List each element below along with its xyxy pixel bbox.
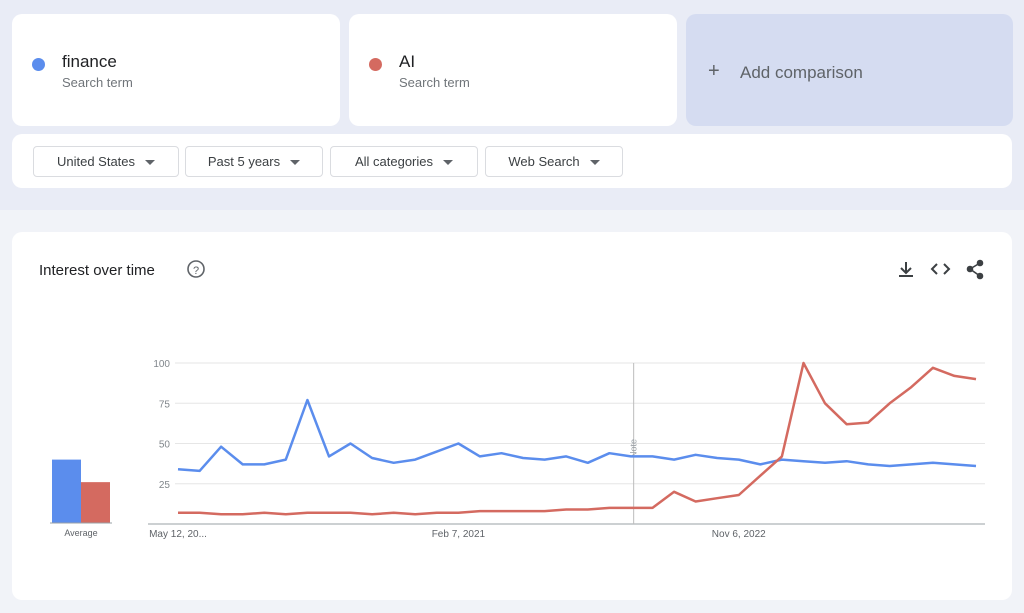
term-dot xyxy=(32,58,45,71)
add-comparison[interactable]: + Add comparison xyxy=(686,14,1013,126)
filter-label: All categories xyxy=(355,154,453,169)
filter-label: United States xyxy=(57,154,155,169)
add-comparison-label: Add comparison xyxy=(740,63,863,82)
filter-bar: United States Past 5 years All categorie… xyxy=(12,134,1012,188)
embed-icon[interactable] xyxy=(930,263,951,275)
annotation: Note xyxy=(629,439,639,458)
filter-label: Past 5 years xyxy=(208,154,300,169)
x-tick-label: Nov 6, 2022 xyxy=(712,529,766,540)
term-label: Search term xyxy=(62,75,133,90)
filter-label: Web Search xyxy=(508,154,599,169)
y-tick-label: 100 xyxy=(153,359,170,370)
term-label: Search term xyxy=(399,75,470,90)
x-tick-label: May 12, 20... xyxy=(149,529,207,540)
chart-title: Interest over time xyxy=(39,262,155,279)
average-bar xyxy=(81,482,110,523)
chart-card xyxy=(12,232,1012,600)
filter[interactable]: United States xyxy=(33,146,179,177)
average-bar xyxy=(52,459,81,523)
filter[interactable]: Web Search xyxy=(485,146,623,177)
help-icon[interactable]: ? xyxy=(187,260,205,278)
average-label: Average xyxy=(64,528,97,538)
series-line xyxy=(177,398,977,473)
svg-text:?: ? xyxy=(193,265,199,277)
series-line xyxy=(178,361,977,516)
y-tick-label: 75 xyxy=(159,399,171,410)
term-name: AI xyxy=(399,52,416,71)
x-tick-label: Feb 7, 2021 xyxy=(432,529,486,540)
share-icon[interactable] xyxy=(966,259,984,280)
filter[interactable]: Past 5 years xyxy=(185,146,323,177)
download-icon[interactable] xyxy=(899,262,913,277)
y-tick-label: 50 xyxy=(159,440,171,451)
y-tick-label: 25 xyxy=(159,480,171,491)
filter[interactable]: All categories xyxy=(330,146,478,177)
term-name: finance xyxy=(62,52,117,71)
term-card[interactable]: finance Search term xyxy=(12,14,340,126)
term-card[interactable]: AI Search term xyxy=(349,14,677,126)
plus-icon: + xyxy=(708,60,720,82)
term-dot xyxy=(369,58,382,71)
